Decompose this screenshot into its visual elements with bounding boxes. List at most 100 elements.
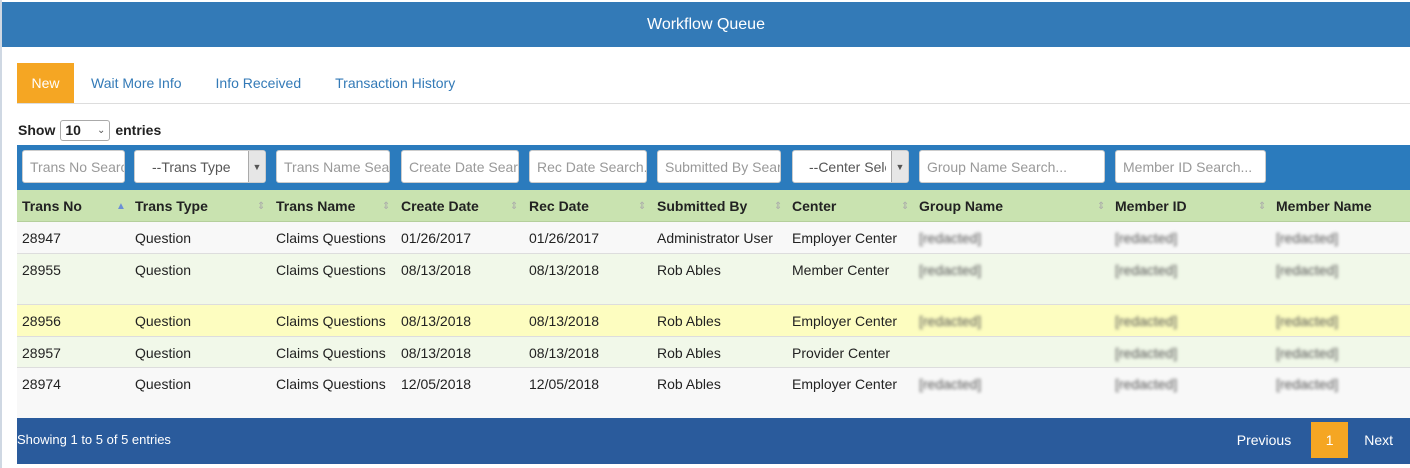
- column-header-member-id[interactable]: Member ID: [1115, 198, 1187, 214]
- cell-rec-date: 12/05/2018: [529, 376, 600, 392]
- cell-submitted-by: Rob Ables: [657, 262, 721, 278]
- cell-submitted-by: Rob Ables: [657, 313, 721, 329]
- submitted-by-search-input[interactable]: Submitted By Search...: [657, 150, 781, 183]
- cell-trans-no: 28957: [22, 345, 61, 361]
- next-page-button[interactable]: Next: [1364, 432, 1393, 448]
- cell-member-id-redacted: [redacted]: [1115, 230, 1178, 246]
- chevron-down-icon: ⌄: [96, 124, 106, 136]
- sort-icon: ⇕: [257, 200, 266, 212]
- table-row-highlighted[interactable]: 28956 Question Claims Questions 08/13/20…: [17, 305, 1410, 337]
- entries-length-select[interactable]: 10 ⌄: [60, 119, 111, 141]
- trans-name-search-placeholder: Trans Name Search...: [284, 158, 390, 175]
- tab-info-received[interactable]: Info Received: [215, 75, 302, 91]
- rec-date-search-placeholder: Rec Date Search...: [537, 158, 647, 175]
- trans-type-select[interactable]: --Trans Type ▼: [134, 150, 266, 183]
- cell-member-name-redacted: [redacted]: [1276, 230, 1339, 246]
- table-row[interactable]: 28957 Question Claims Questions 08/13/20…: [17, 337, 1410, 368]
- center-select-value: --Center Select--: [809, 158, 886, 175]
- tab-transaction-history[interactable]: Transaction History: [335, 75, 456, 91]
- panel-left-border: [0, 0, 2, 468]
- tab-bar: New Wait More Info Info Received Transac…: [17, 63, 1410, 104]
- sort-icon: ⇕: [1097, 200, 1106, 212]
- cell-rec-date: 01/26/2017: [529, 230, 600, 246]
- center-select[interactable]: --Center Select-- ▼: [792, 150, 909, 183]
- column-header-submitted-by[interactable]: Submitted By: [657, 198, 748, 214]
- trans-name-search-input[interactable]: Trans Name Search...: [276, 150, 390, 183]
- column-header-trans-name[interactable]: Trans Name: [276, 198, 356, 214]
- column-header-create-date[interactable]: Create Date: [401, 198, 479, 214]
- column-header-member-name[interactable]: Member Name: [1276, 198, 1372, 214]
- pagination: Previous 1 Next: [1237, 422, 1410, 458]
- cell-submitted-by: Rob Ables: [657, 345, 721, 361]
- filter-bar: Trans No Search... --Trans Type ▼ Trans …: [17, 145, 1410, 190]
- create-date-search-input[interactable]: Create Date Search...: [401, 150, 519, 183]
- sort-icon: ⇕: [1258, 200, 1267, 212]
- cell-rec-date: 08/13/2018: [529, 313, 600, 329]
- panel-header: Workflow Queue: [2, 2, 1410, 47]
- cell-member-name-redacted: [redacted]: [1276, 345, 1339, 361]
- cell-submitted-by: Administrator User: [657, 230, 773, 246]
- trans-no-search-input[interactable]: Trans No Search...: [22, 150, 125, 183]
- cell-trans-name: Claims Questions: [276, 262, 386, 278]
- cell-rec-date: 08/13/2018: [529, 345, 600, 361]
- cell-center: Provider Center: [792, 345, 891, 361]
- member-id-search-placeholder: Member ID Search...: [1123, 158, 1253, 175]
- trans-type-select-value: --Trans Type: [152, 158, 231, 175]
- show-label: Show: [18, 122, 56, 138]
- sort-icon: ⇕: [638, 200, 647, 212]
- column-header-rec-date[interactable]: Rec Date: [529, 198, 589, 214]
- table-row[interactable]: 28955 Question Claims Questions 08/13/20…: [17, 254, 1410, 305]
- entries-info: Showing 1 to 5 of 5 entries: [17, 432, 171, 447]
- cell-group-name-redacted: [redacted]: [919, 230, 982, 246]
- page-title: Workflow Queue: [647, 15, 765, 33]
- cell-trans-type: Question: [135, 313, 192, 329]
- chevron-down-icon: ▼: [891, 151, 908, 182]
- tab-wait-more-info[interactable]: Wait More Info: [91, 75, 182, 91]
- chevron-down-icon: ▼: [248, 151, 265, 182]
- tab-new[interactable]: New: [17, 63, 74, 103]
- sort-ascending-icon: ▲: [116, 200, 126, 212]
- cell-trans-name: Claims Questions: [276, 376, 386, 392]
- create-date-search-placeholder: Create Date Search...: [409, 158, 518, 175]
- table-row[interactable]: 28974 Question Claims Questions 12/05/20…: [17, 368, 1410, 418]
- sort-icon: ⇕: [901, 200, 910, 212]
- group-name-search-input[interactable]: Group Name Search...: [919, 150, 1105, 183]
- cell-trans-type: Question: [135, 230, 192, 246]
- cell-member-id-redacted: [redacted]: [1115, 313, 1178, 329]
- cell-trans-type: Question: [135, 262, 192, 278]
- cell-create-date: 12/05/2018: [401, 376, 472, 392]
- submitted-by-search-placeholder: Submitted By Search...: [665, 158, 781, 175]
- cell-trans-name: Claims Questions: [276, 313, 386, 329]
- cell-group-name-redacted: [redacted]: [919, 376, 982, 392]
- cell-member-name-redacted: [redacted]: [1276, 262, 1339, 278]
- entries-label: entries: [115, 122, 162, 138]
- cell-create-date: 01/26/2017: [401, 230, 472, 246]
- cell-trans-no: 28956: [22, 313, 61, 329]
- column-header-center[interactable]: Center: [792, 198, 837, 214]
- cell-center: Employer Center: [792, 376, 898, 392]
- cell-create-date: 08/13/2018: [401, 313, 472, 329]
- table-row[interactable]: 28947 Question Claims Questions 01/26/20…: [17, 222, 1410, 254]
- cell-center: Employer Center: [792, 313, 898, 329]
- cell-trans-no: 28974: [22, 376, 61, 392]
- entries-length-value: 10: [65, 122, 81, 138]
- cell-center: Employer Center: [792, 230, 898, 246]
- cell-center: Member Center: [792, 262, 890, 278]
- cell-member-name-redacted: [redacted]: [1276, 313, 1339, 329]
- cell-trans-no: 28947: [22, 230, 61, 246]
- rec-date-search-input[interactable]: Rec Date Search...: [529, 150, 647, 183]
- column-header-group-name[interactable]: Group Name: [919, 198, 1004, 214]
- table-footer: Showing 1 to 5 of 5 entries Previous 1 N…: [17, 418, 1410, 464]
- cell-member-name-redacted: [redacted]: [1276, 376, 1339, 392]
- group-name-search-placeholder: Group Name Search...: [927, 158, 1068, 175]
- cell-rec-date: 08/13/2018: [529, 262, 600, 278]
- column-header-trans-type[interactable]: Trans Type: [135, 198, 208, 214]
- column-header-trans-no[interactable]: Trans No: [22, 198, 82, 214]
- previous-page-button[interactable]: Previous: [1236, 432, 1292, 448]
- sort-icon: ⇕: [510, 200, 519, 212]
- cell-group-name-redacted: [redacted]: [919, 313, 982, 329]
- cell-trans-name: Claims Questions: [276, 345, 386, 361]
- cell-member-id-redacted: [redacted]: [1115, 262, 1178, 278]
- current-page-button[interactable]: 1: [1311, 422, 1349, 458]
- member-id-search-input[interactable]: Member ID Search...: [1115, 150, 1266, 183]
